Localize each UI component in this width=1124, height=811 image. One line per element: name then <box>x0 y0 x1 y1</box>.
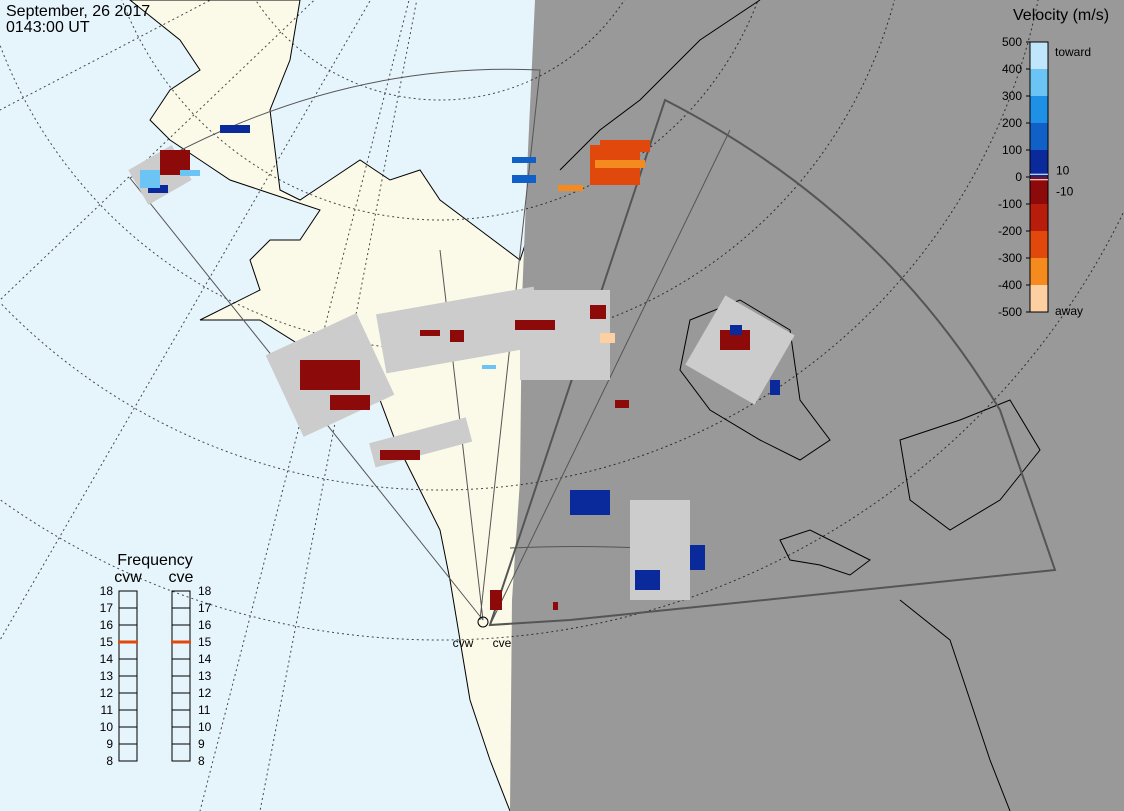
colorbar-tick-label: -400 <box>998 278 1022 292</box>
frequency-tick-label: 16 <box>100 618 114 632</box>
toward-label: toward <box>1055 45 1091 59</box>
site-label: cve <box>493 636 512 650</box>
colorbar: 500 400 300 200 100 0 -100 -200 -300 -400 -500 10 -1… <box>998 35 1074 319</box>
frequency-tick-label: 10 <box>198 720 212 734</box>
frequency-tick-label: 12 <box>100 686 114 700</box>
frequency-tick-label: 15 <box>100 635 114 649</box>
colorbar-tick-label: 0 <box>1015 170 1022 184</box>
frequency-tick-label: 13 <box>100 669 114 683</box>
coastlines-night <box>559 0 1041 811</box>
frequency-tick-label: 14 <box>100 652 114 666</box>
frequency-tick-label: 8 <box>106 754 113 768</box>
frequency-tick-label: 8 <box>198 754 205 768</box>
colorbar-title: Velocity (m/s) <box>1013 7 1109 24</box>
frequency-tick-label: 16 <box>198 618 212 632</box>
time: 0143:00 UT <box>6 19 90 36</box>
frequency-tick-label: 15 <box>198 635 212 649</box>
colorbar-band <box>1030 177 1048 204</box>
colorbar-band <box>1030 258 1048 285</box>
colorbar-band <box>1030 231 1048 258</box>
frequency-tick-label: 14 <box>198 652 212 666</box>
night-shade <box>510 0 1124 811</box>
frequency-tick-label: 13 <box>198 669 212 683</box>
frequency-title: Frequency <box>117 552 193 569</box>
frequency-tick-label: 18 <box>198 584 212 598</box>
colorbar-tick-label: -300 <box>998 251 1022 265</box>
away-label: away <box>1055 304 1083 318</box>
fov-cve <box>488 98 1057 627</box>
colorbar-band <box>1030 204 1048 231</box>
colorbar-tick-label: 300 <box>1002 89 1022 103</box>
colorbar-tick-label: -500 <box>998 305 1022 319</box>
radar-site <box>477 616 489 628</box>
frequency-tick-label: 18 <box>100 584 114 598</box>
colorbar-band <box>1030 42 1048 69</box>
frequency-tick-label: 12 <box>198 686 212 700</box>
colorbar-band <box>1030 96 1048 123</box>
colorbar-inner-label: -10 <box>1056 185 1074 199</box>
colorbar-tick-label: 100 <box>1002 143 1022 157</box>
radar-name: cve <box>169 569 194 586</box>
colorbar-tick-label: -100 <box>998 197 1022 211</box>
colorbar-inner-label: 10 <box>1056 163 1070 177</box>
colorbar-tick-label: 500 <box>1002 35 1022 49</box>
colorbar-band <box>1030 69 1048 96</box>
colorbar-tick-label: 200 <box>1002 116 1022 130</box>
date: September, 26 2017 <box>6 3 150 20</box>
frequency-panel: cvw18171615141312111098cve18171615141312… <box>100 569 212 768</box>
frequency-tick-label: 17 <box>198 601 212 615</box>
frequency-tick-label: 9 <box>198 737 205 751</box>
frequency-tick-label: 11 <box>101 703 114 717</box>
frequency-tick-label: 11 <box>198 703 211 717</box>
radar-name: cvw <box>114 569 142 586</box>
colorbar-band <box>1030 285 1048 312</box>
colorbar-band <box>1030 150 1048 177</box>
scatter <box>128 125 795 610</box>
fov-arc <box>509 546 641 549</box>
colorbar-tick-label: 400 <box>1002 62 1022 76</box>
colorbar-band <box>1030 123 1048 150</box>
site-label: cvw <box>453 636 474 650</box>
colorbar-tick-label: -200 <box>998 224 1022 238</box>
frequency-tick-label: 9 <box>106 737 113 751</box>
frequency-tick-label: 10 <box>100 720 114 734</box>
frequency-tick-label: 17 <box>100 601 114 615</box>
